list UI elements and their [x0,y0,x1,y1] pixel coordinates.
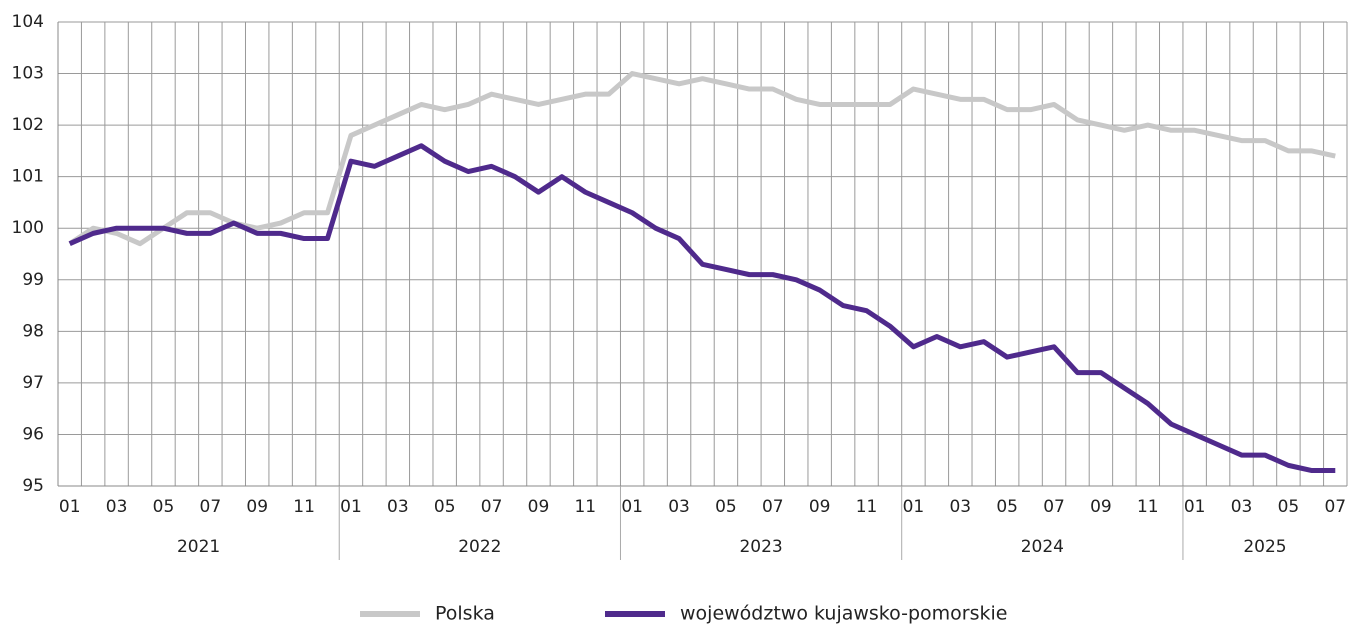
x-tick-label: 05 [434,497,456,517]
x-tick-label: 07 [200,497,222,517]
x-tick-label: 03 [106,497,128,517]
x-tick-label: 05 [996,497,1018,517]
x-tick-label: 07 [1324,497,1346,517]
x-tick-label: 09 [809,497,831,517]
x-tick-label: 05 [1278,497,1300,517]
x-tick-label: 01 [621,497,643,517]
year-label: 2022 [458,537,501,557]
y-tick-label: 104 [12,12,44,32]
legend-label: województwo kujawsko-pomorskie [680,603,1007,625]
y-tick-label: 101 [12,167,44,187]
legend-label: Polska [435,603,495,625]
y-tick-label: 99 [22,270,44,290]
x-tick-label: 07 [762,497,784,517]
x-tick-label: 03 [1231,497,1253,517]
x-tick-label: 11 [1137,497,1159,517]
y-tick-label: 103 [12,64,44,84]
x-tick-label: 05 [153,497,175,517]
series-line [68,143,1336,474]
series-line [68,71,1336,247]
y-tick-label: 100 [12,218,44,238]
x-tick-label: 03 [949,497,971,517]
x-tick-label: 01 [1184,497,1206,517]
x-tick-label: 09 [1090,497,1112,517]
x-tick-label: 01 [903,497,925,517]
x-tick-label: 01 [59,497,81,517]
x-tick-label: 11 [293,497,315,517]
year-label: 2025 [1243,537,1286,557]
x-tick-label: 07 [481,497,503,517]
x-tick-label: 03 [668,497,690,517]
year-label: 2023 [739,537,782,557]
y-tick-label: 102 [12,115,44,135]
x-tick-label: 07 [1043,497,1065,517]
x-tick-label: 05 [715,497,737,517]
y-tick-label: 98 [22,321,44,341]
y-tick-label: 96 [22,424,44,444]
year-label: 2021 [177,537,220,557]
x-tick-label: 09 [528,497,550,517]
x-tick-label: 09 [246,497,268,517]
x-tick-label: 11 [856,497,878,517]
x-tick-label: 03 [387,497,409,517]
year-label: 2024 [1021,537,1064,557]
y-tick-label: 95 [22,476,44,496]
x-tick-label: 01 [340,497,362,517]
x-tick-label: 11 [574,497,596,517]
y-tick-label: 97 [22,373,44,393]
